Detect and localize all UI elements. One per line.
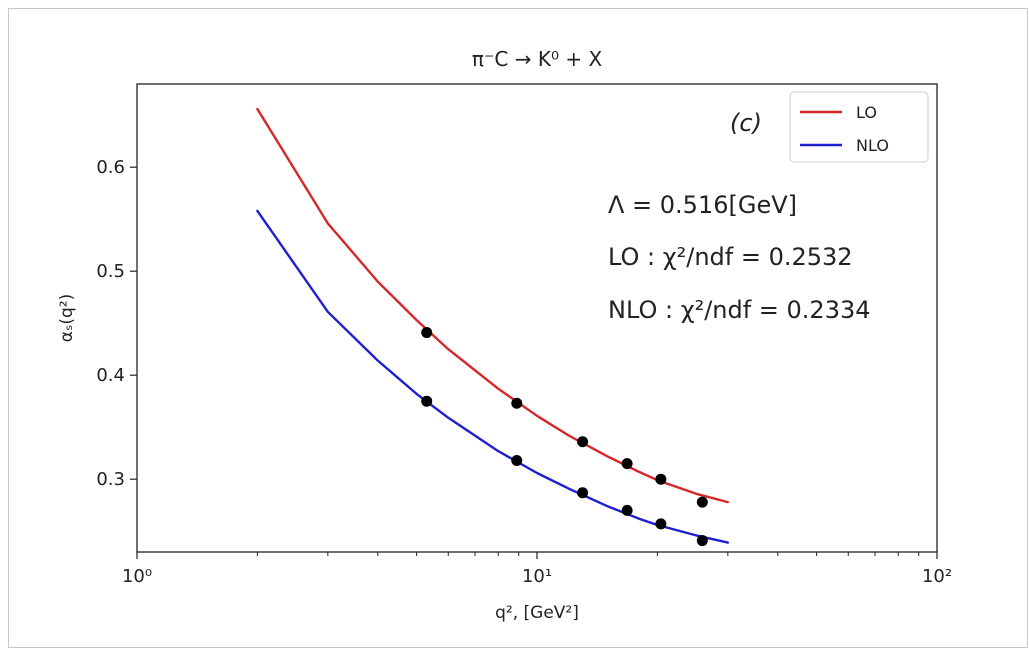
data-point	[621, 504, 633, 516]
panel-label: (c)	[730, 109, 762, 137]
data-point	[655, 518, 667, 530]
legend-label-lo: LO	[856, 103, 877, 122]
data-point	[511, 397, 523, 409]
y-axis-label: αₛ(q²)	[57, 294, 77, 342]
data-points	[421, 327, 708, 547]
data-point	[655, 473, 667, 485]
legend: LO NLO	[789, 91, 929, 163]
legend-label-nlo: NLO	[856, 136, 889, 155]
data-point	[421, 395, 433, 407]
data-point	[577, 487, 589, 499]
data-point	[511, 454, 523, 466]
x-axis-label: q², [GeV²]	[495, 603, 579, 623]
data-point	[621, 458, 633, 470]
x-tick-label: 10²	[922, 566, 952, 587]
x-tick-label: 10⁰	[122, 566, 152, 587]
y-tick-label: 0.3	[96, 469, 125, 490]
data-point	[696, 496, 708, 508]
y-tick-label: 0.4	[96, 365, 125, 386]
x-axis: 10⁰ 10¹ 10²	[122, 552, 952, 587]
annotation-lambda: Λ = 0.516[GeV]	[608, 191, 797, 219]
data-point	[421, 327, 433, 339]
data-point	[577, 436, 589, 448]
alpha-s-chart: π⁻C → K⁰ + X 10⁰ 10¹ 10² 0.3 0.4 0.5 0.6 q², …	[57, 47, 952, 623]
annotation-nlo-chi2: NLO : χ²/ndf = 0.2334	[608, 296, 871, 324]
y-tick-label: 0.5	[96, 261, 125, 282]
x-tick-label: 10¹	[522, 566, 552, 587]
data-point	[696, 535, 708, 547]
annotation-lo-chi2: LO : χ²/ndf = 0.2532	[608, 243, 853, 271]
y-tick-label: 0.6	[96, 157, 125, 178]
chart-title: π⁻C → K⁰ + X	[472, 47, 603, 71]
y-axis: 0.3 0.4 0.5 0.6	[96, 157, 137, 490]
